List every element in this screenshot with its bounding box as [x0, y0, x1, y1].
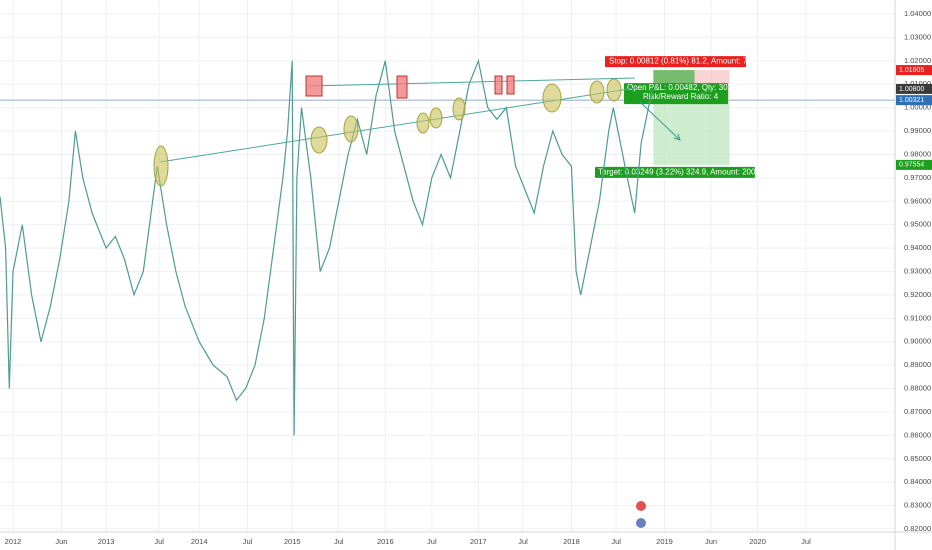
- y-tick-label: 0.85000: [904, 454, 931, 463]
- price-badge-label: 0.97554: [899, 162, 924, 169]
- price-badge-label: 1.01605: [899, 67, 924, 74]
- x-tick-label: 2019: [656, 537, 673, 546]
- highlight: [429, 107, 443, 129]
- highlight: [452, 97, 466, 121]
- x-tick-label: 2020: [749, 537, 766, 546]
- highlight: [153, 145, 169, 187]
- event-icon[interactable]: [636, 501, 646, 511]
- highlight-box: [506, 75, 515, 95]
- x-tick-label: 2017: [470, 537, 487, 546]
- target-label: Target: 0.03249 (3.22%) 324.9, Amount: 2…: [598, 168, 767, 177]
- x-tick-label: Jun: [705, 537, 717, 546]
- highlight-box: [494, 75, 503, 95]
- grid: [0, 0, 895, 532]
- x-tick-label: Jul: [801, 537, 811, 546]
- price-badge: [896, 83, 932, 94]
- x-tick-label: 2018: [563, 537, 580, 546]
- price-badge-label: 1.00800: [899, 86, 924, 93]
- y-tick-label: 0.82000: [904, 524, 931, 533]
- price-badge: [896, 95, 932, 106]
- x-tick-label: Jul: [154, 537, 164, 546]
- highlight: [542, 83, 562, 113]
- y-tick-label: 0.83000: [904, 501, 931, 510]
- y-tick-label: 0.90000: [904, 337, 931, 346]
- highlight: [310, 126, 328, 154]
- highlight: [589, 80, 605, 104]
- x-tick-label: 2013: [98, 537, 115, 546]
- x-tick-label: Jul: [334, 537, 344, 546]
- target-label-box: [595, 166, 755, 178]
- y-tick-label: 0.95000: [904, 220, 931, 229]
- y-tick-label: 1.02000: [904, 56, 931, 65]
- y-tick-label: 0.89000: [904, 360, 931, 369]
- price-badges: 1.01605 1.00800 1.00321 0.97554: [896, 65, 932, 170]
- drawings: [153, 75, 681, 528]
- y-tick-label: 0.92000: [904, 290, 931, 299]
- axes: 1.04000 1.03000 1.02000 1.01000 1.00000 0.990…: [5, 9, 931, 546]
- price-line: [0, 58, 653, 436]
- highlight-box: [396, 75, 408, 99]
- arrow: [639, 101, 681, 141]
- x-tick-label: Jul: [427, 537, 437, 546]
- price-badge: [896, 65, 932, 76]
- highlight: [416, 112, 430, 134]
- arrow-head: [673, 133, 681, 141]
- y-tick-label: 0.97000: [904, 173, 931, 182]
- position-tool[interactable]: Stop: 0.00812 (0.81%) 81.2, Amount: 750 O…: [595, 56, 767, 178]
- y-tick-label: 0.86000: [904, 430, 931, 439]
- price-badge: [896, 159, 932, 170]
- target-zone: [653, 100, 730, 165]
- y-tick-label: 0.99000: [904, 126, 931, 135]
- y-tick-label: 1.03000: [904, 32, 931, 41]
- x-tick-label: 2015: [284, 537, 301, 546]
- stop-label-box: [605, 56, 746, 68]
- event-icon[interactable]: [636, 518, 646, 528]
- price-badge-label: 1.00321: [899, 97, 924, 104]
- y-tick-label: 0.96000: [904, 196, 931, 205]
- trend-line: [307, 77, 636, 87]
- y-tick-label: 1.01000: [904, 79, 931, 88]
- x-tick-label: 2012: [5, 537, 22, 546]
- y-tick-label: 0.91000: [904, 313, 931, 322]
- y-tick-label: 0.88000: [904, 384, 931, 393]
- y-tick-label: 0.94000: [904, 243, 931, 252]
- x-tick-label: Jul: [611, 537, 621, 546]
- x-tick-label: 2014: [191, 537, 208, 546]
- stop-label: Stop: 0.00812 (0.81%) 81.2, Amount: 750: [609, 57, 757, 66]
- x-tick-label: Jun: [55, 537, 67, 546]
- y-tick-label: 0.93000: [904, 266, 931, 275]
- highlight: [343, 115, 359, 143]
- highlight-box: [305, 75, 323, 97]
- y-tick-label: 0.98000: [904, 149, 931, 158]
- ratio-label: Risk/Reward Ratio: 4: [643, 92, 719, 101]
- x-tick-label: 2016: [377, 537, 394, 546]
- y-tick-label: 1.00000: [904, 103, 931, 112]
- y-tick-label: 0.84000: [904, 477, 931, 486]
- x-tick-label: Jul: [243, 537, 253, 546]
- y-tick-label: 1.04000: [904, 9, 931, 18]
- price-series: [0, 58, 653, 436]
- y-tick-label: 0.87000: [904, 407, 931, 416]
- pnl-label: Open P&L: 0.00482, Qty: 30788: [627, 83, 741, 92]
- x-tick-label: Jul: [518, 537, 528, 546]
- highlight: [606, 78, 622, 102]
